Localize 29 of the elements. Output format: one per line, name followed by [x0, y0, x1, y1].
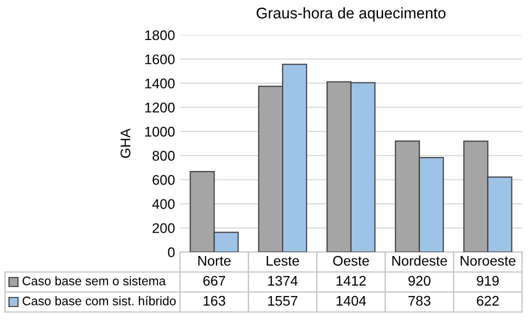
y-tick-label: 1800	[145, 30, 175, 40]
chart-title: Graus-hora de aquecimento	[256, 7, 446, 22]
data-label: 163	[204, 296, 226, 306]
data-label: 1404	[336, 296, 366, 306]
x-tick-label: Oeste	[333, 256, 369, 266]
x-tick-label: Leste	[266, 256, 299, 266]
data-label: 622	[476, 296, 499, 306]
y-tick-label: 1400	[145, 78, 175, 88]
data-label: 919	[476, 276, 499, 286]
legend-label: Caso base sem o sistema	[22, 276, 166, 286]
legend-label: Caso base com sist. híbrido	[22, 296, 176, 306]
y-tick-label: 800	[152, 150, 175, 161]
data-label: 1412	[336, 276, 366, 286]
y-tick-label: 200	[152, 223, 175, 234]
y-tick-label: 1000	[145, 126, 175, 137]
x-tick-label: Nordeste	[392, 256, 447, 266]
data-label: 1374	[268, 276, 298, 286]
data-label: 1557	[268, 296, 298, 306]
data-label: 920	[408, 276, 430, 286]
y-tick-label: 1600	[145, 54, 175, 64]
y-tick-label: 1200	[145, 102, 175, 113]
x-tick-label: Norte	[198, 256, 231, 266]
data-label: 667	[203, 276, 226, 286]
y-tick-label: 600	[152, 175, 175, 185]
y-axis-title: GHA	[120, 128, 130, 158]
x-tick-label: Noroeste	[460, 256, 516, 266]
y-tick-label: 0	[168, 247, 175, 258]
data-label: 783	[408, 296, 430, 306]
y-tick-label: 400	[152, 199, 175, 209]
